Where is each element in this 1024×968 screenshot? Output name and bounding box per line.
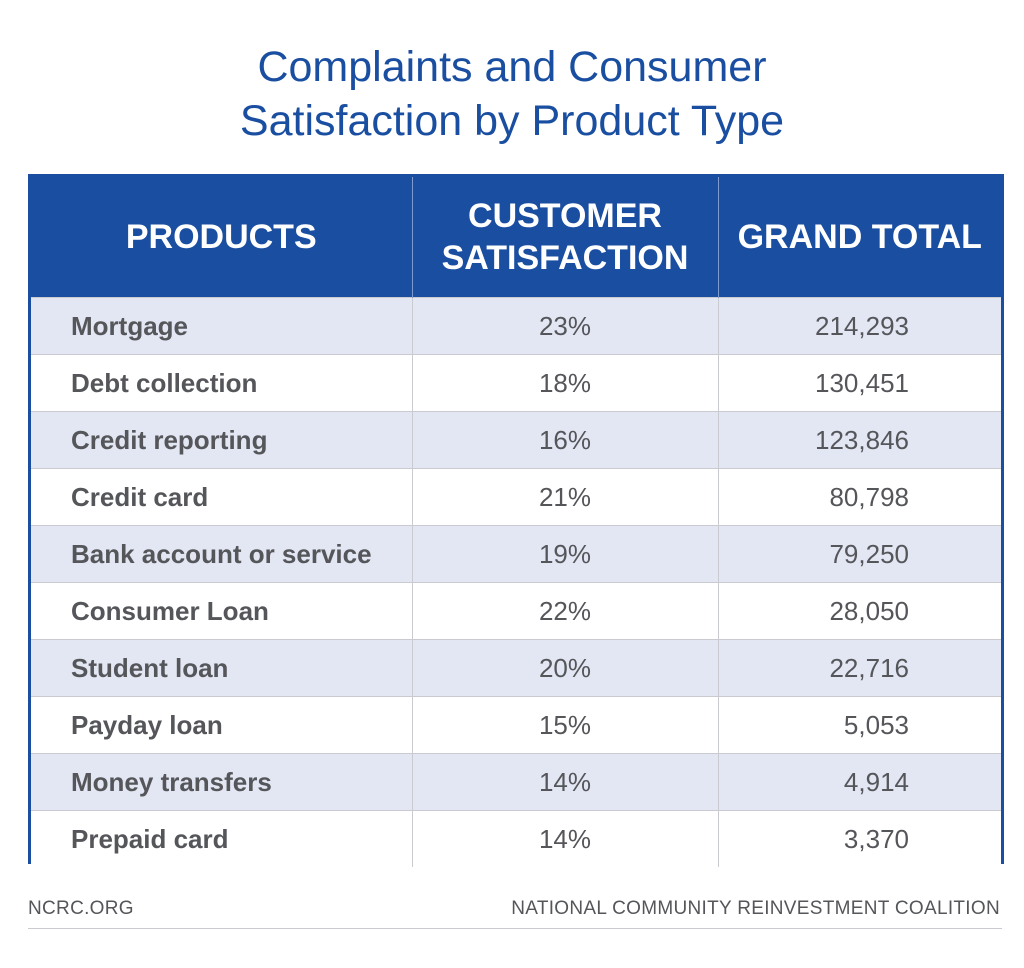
footer-divider (28, 928, 1002, 929)
cell-satisfaction: 21% (412, 468, 719, 526)
cell-product: Credit card (31, 468, 413, 526)
cell-grand-total: 214,293 (718, 297, 1001, 355)
table-row: Student loan 20% 22,716 (31, 639, 1001, 697)
cell-satisfaction: 19% (412, 525, 719, 583)
table-row: Debt collection 18% 130,451 (31, 354, 1001, 412)
cell-grand-total: 4,914 (718, 753, 1001, 811)
data-table: PRODUCTS CUSTOMER SATISFACTION GRAND TOT… (31, 177, 1001, 867)
cell-product: Mortgage (31, 297, 413, 355)
table-row: Payday loan 15% 5,053 (31, 696, 1001, 754)
chart-title-line-1: Complaints and Consumer (257, 43, 767, 91)
cell-product: Bank account or service (31, 525, 413, 583)
cell-satisfaction: 22% (412, 582, 719, 640)
cell-satisfaction: 14% (412, 753, 719, 811)
column-header-products: PRODUCTS (31, 177, 413, 298)
cell-product: Money transfers (31, 753, 413, 811)
footer-website: NCRC.ORG (28, 898, 134, 919)
cell-satisfaction: 14% (412, 810, 719, 867)
cell-grand-total: 80,798 (718, 468, 1001, 526)
table-row: Prepaid card 14% 3,370 (31, 810, 1001, 867)
table-row: Credit card 21% 80,798 (31, 468, 1001, 526)
cell-grand-total: 22,716 (718, 639, 1001, 697)
chart-title: Complaints and Consumer Satisfaction by … (0, 40, 1024, 148)
footer-organization: NATIONAL COMMUNITY REINVESTMENT COALITIO… (511, 898, 1000, 919)
table-body: Mortgage 23% 214,293 Debt collection 18% 130,… (31, 297, 1001, 867)
table-row: Credit reporting 16% 123,846 (31, 411, 1001, 469)
cell-product: Payday loan (31, 696, 413, 754)
column-header-satisfaction-line-2: SATISFACTION (441, 239, 689, 277)
table-row: Mortgage 23% 214,293 (31, 297, 1001, 355)
cell-grand-total: 79,250 (718, 525, 1001, 583)
chart-title-line-2: Satisfaction by Product Type (239, 97, 785, 145)
cell-grand-total: 3,370 (718, 810, 1001, 867)
cell-satisfaction: 18% (412, 354, 719, 412)
cell-satisfaction: 15% (412, 696, 719, 754)
column-header-products-label: PRODUCTS (125, 218, 317, 256)
cell-product: Credit reporting (31, 411, 413, 469)
cell-product: Student loan (31, 639, 413, 697)
cell-satisfaction: 16% (412, 411, 719, 469)
cell-product: Consumer Loan (31, 582, 413, 640)
cell-satisfaction: 23% (412, 297, 719, 355)
cell-satisfaction: 20% (412, 639, 719, 697)
cell-grand-total: 28,050 (718, 582, 1001, 640)
table-header-row: PRODUCTS CUSTOMER SATISFACTION GRAND TOT… (31, 177, 1001, 298)
column-header-customer-satisfaction: CUSTOMER SATISFACTION (412, 177, 719, 298)
cell-product: Prepaid card (31, 810, 413, 867)
cell-grand-total: 123,846 (718, 411, 1001, 469)
column-header-grand-total-label: GRAND TOTAL (737, 218, 982, 256)
column-header-grand-total: GRAND TOTAL (718, 177, 1001, 298)
table-row: Consumer Loan 22% 28,050 (31, 582, 1001, 640)
cell-grand-total: 130,451 (718, 354, 1001, 412)
column-header-satisfaction-line-1: CUSTOMER (468, 197, 662, 235)
cell-grand-total: 5,053 (718, 696, 1001, 754)
cell-product: Debt collection (31, 354, 413, 412)
data-table-frame: PRODUCTS CUSTOMER SATISFACTION GRAND TOT… (28, 174, 1004, 867)
table-row: Bank account or service 19% 79,250 (31, 525, 1001, 583)
table-row: Money transfers 14% 4,914 (31, 753, 1001, 811)
